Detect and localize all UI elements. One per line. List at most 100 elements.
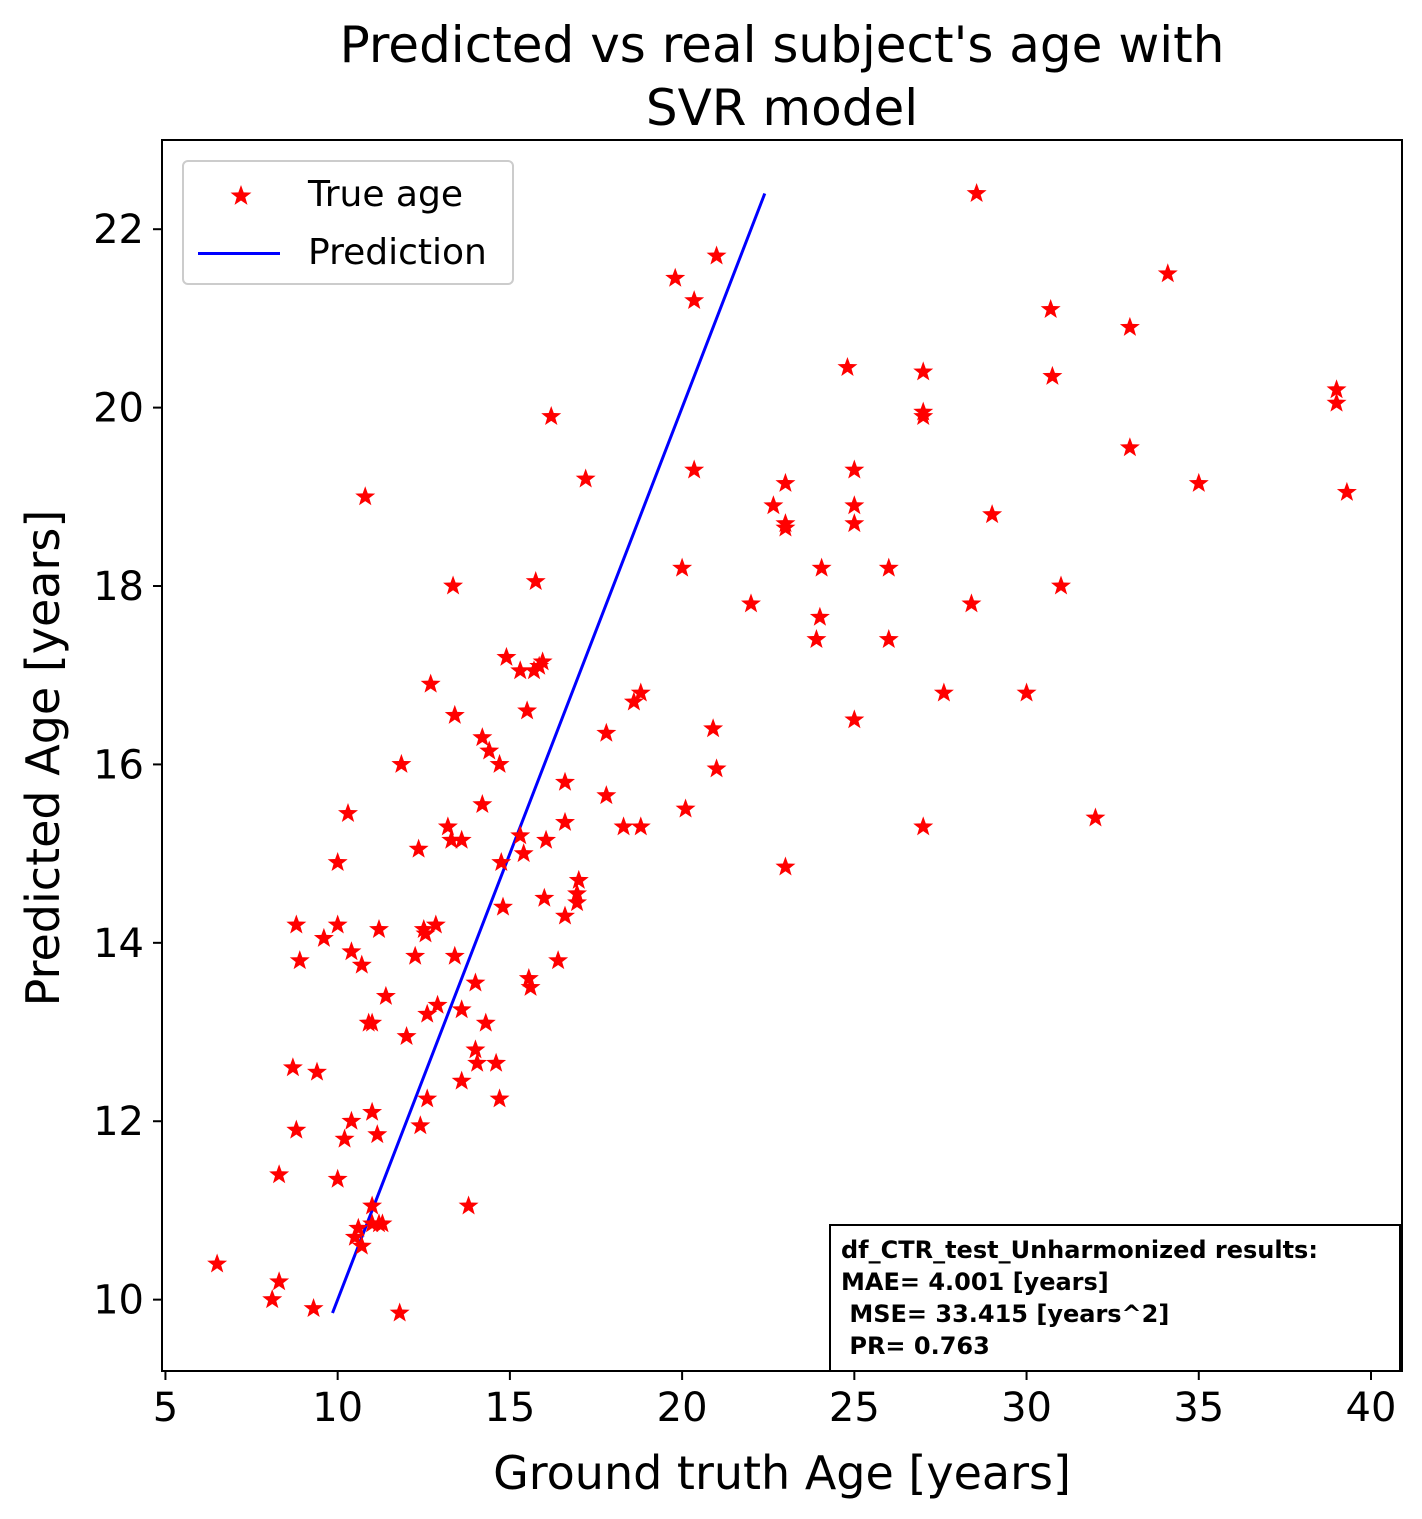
true-age-point [1042,365,1063,385]
true-age-point [486,1052,507,1072]
true-age-point [532,651,553,671]
true-age-point [684,459,705,479]
true-age-point [763,495,784,515]
true-age-point [665,267,686,287]
true-age-point [472,794,493,814]
legend-label-true-age: True age [308,174,463,215]
true-age-point [684,290,705,310]
star-marker-icon [230,185,252,205]
line-marker-icon [198,252,280,255]
true-age-point [1040,298,1061,318]
true-age-point [518,968,539,987]
true-age-point [536,829,557,849]
true-age-point [351,954,372,974]
true-age-point [458,1195,479,1215]
true-age-point [1157,263,1178,283]
true-age-point [479,740,500,760]
true-age-point [844,459,865,479]
true-age-point [443,575,464,595]
true-age-point [672,557,693,577]
true-age-point [341,1110,362,1130]
true-age-point [520,976,541,996]
x-tick-label: 40 [1346,1385,1397,1431]
true-age-point [437,816,458,836]
true-age-point [207,1253,228,1273]
true-age-point [420,673,441,693]
true-age-point [327,1168,348,1188]
true-age-point [913,816,934,836]
prediction-line [331,192,767,1314]
true-age-point [517,700,538,720]
true-age-point [534,887,555,907]
true-age-point [286,1119,307,1139]
y-tick-label: 18 [93,564,144,610]
y-tick-label: 14 [93,921,144,967]
true-age-point [489,753,510,773]
true-age-point [472,727,493,747]
true-age-point [341,941,362,961]
true-age-point [613,816,634,836]
results-annotation-box: df_CTR_test_Unharmonized results: MAE= 4.… [829,1224,1401,1372]
true-age-point [1085,807,1106,827]
plot-frame [161,139,1403,1372]
true-age-point [630,816,651,836]
true-age-point [630,682,651,702]
true-age-point [362,1012,383,1032]
true-age-point [513,843,534,863]
true-age-point [982,504,1003,524]
true-age-point [303,1298,324,1318]
true-age-point [933,682,954,702]
true-age-point [489,1088,510,1108]
annotation-line: MSE= 33.415 [years^2] [841,1300,1170,1328]
true-age-point [809,606,830,626]
true-age-point [1188,472,1209,492]
true-age-point [575,468,596,488]
true-age-point [961,593,982,613]
true-age-point [510,660,531,680]
true-age-point [405,945,426,965]
true-age-point [806,629,827,649]
true-age-point [775,517,796,537]
true-age-point [467,1052,488,1072]
x-axis-label: Ground truth Age [years] [493,1446,1071,1500]
true-age-point [344,1226,365,1246]
true-age-point [396,1025,417,1045]
true-age-point [623,691,644,711]
true-age-point [444,945,465,965]
y-tick-label: 20 [93,386,144,432]
chart-title-line-2: SVR model [645,79,919,137]
true-age-point [286,914,307,934]
true-age-point [493,896,513,916]
true-age-point [415,923,436,943]
legend-label-prediction: Prediction [308,232,487,273]
true-age-point [913,406,934,426]
true-age-point [391,753,412,773]
y-tick-label: 12 [93,1099,144,1145]
true-age-point [844,495,865,515]
true-age-point [410,1115,431,1135]
true-age-point [465,972,486,992]
true-age-point [367,1124,388,1144]
true-age-point [475,1012,496,1032]
true-age-point [427,994,448,1014]
true-age-point [775,856,796,876]
true-age-point [524,660,544,680]
x-tick-label: 20 [657,1385,708,1431]
true-age-point [338,802,358,822]
annotation-line: df_CTR_test_Unharmonized results: [841,1236,1318,1264]
true-age-point [451,829,472,849]
true-age-point [327,914,348,934]
true-age-point [1016,682,1037,702]
true-age-point [775,472,796,492]
true-age-point [596,785,617,805]
true-age-point [966,183,987,203]
y-tick-label: 22 [93,207,144,253]
true-age-point [348,1217,369,1237]
annotation-line: PR= 0.763 [841,1332,990,1360]
true-age-point [555,811,575,831]
true-age-point [555,771,575,791]
true-age-point [567,892,588,912]
true-age-point [1336,481,1357,501]
true-age-point [541,406,562,426]
